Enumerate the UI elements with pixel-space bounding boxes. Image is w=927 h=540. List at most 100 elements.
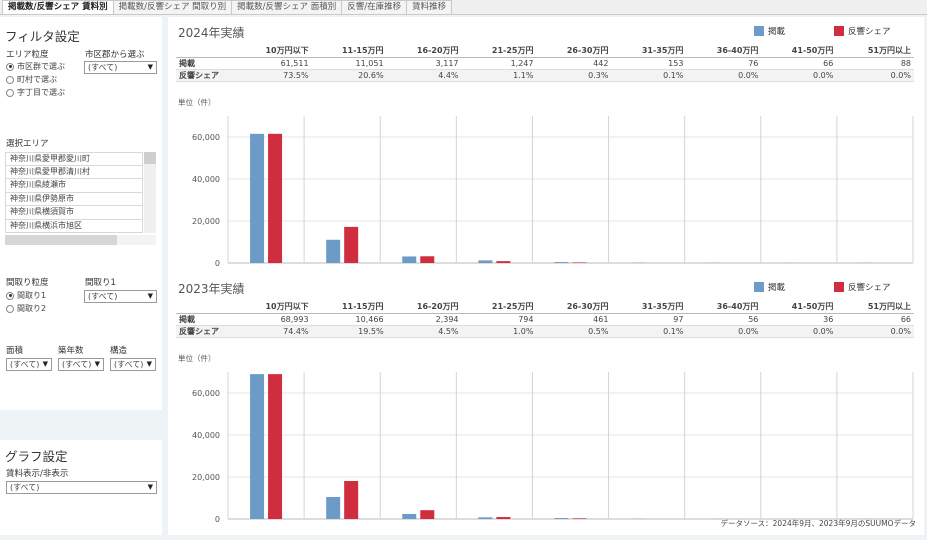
radio-selected-icon [6,62,14,71]
selected-area-list: 神奈川県愛甲郡愛川町 神奈川県愛甲郡清川村 神奈川県綾瀬市 神奈川県伊勢原市 神… [5,152,156,249]
bar-listing[interactable] [326,239,341,263]
list-item[interactable]: 神奈川県伊勢原市 [5,192,143,206]
column-header: 31-35万円 [611,301,687,314]
table-cell-listing: 10,466 [311,313,387,326]
bar-share[interactable] [572,262,587,263]
bar-share[interactable] [420,256,435,263]
list-item[interactable]: 神奈川県愛甲郡清川村 [5,165,143,179]
rent-display-dropdown[interactable]: (すべて) ▼ [6,481,157,494]
bar-chart-2024: 60,000 40,000 20,000 0 [176,110,916,268]
y-tick-label: 40,000 [192,431,220,440]
structure-dropdown[interactable]: (すべて) ▼ [110,358,156,371]
radio-layout-1[interactable]: 間取り1 [6,290,46,301]
layout1-dropdown[interactable]: (すべて) ▼ [84,290,157,303]
chevron-down-icon: ▼ [146,360,152,368]
horizontal-scrollbar[interactable] [5,235,156,245]
column-header: 21-25万円 [461,45,537,58]
table-cell-share: 1.0% [461,325,537,338]
column-header: 51万円以上 [836,301,914,314]
table-cell-listing: 97 [611,313,687,326]
radio-area-block[interactable]: 字丁目で選ぶ [6,87,65,98]
vertical-scrollbar[interactable] [144,152,156,233]
age-label: 築年数 [58,346,84,356]
legend-share[interactable]: 反響シェア [834,25,891,37]
radio-icon [6,75,14,84]
tab-area-size[interactable]: 掲載数/反響シェア 面積別 [231,0,343,14]
bar-share[interactable] [496,517,511,519]
radio-icon [6,88,14,97]
structure-dropdown-value: (すべて) [114,360,144,369]
list-item[interactable]: 神奈川県横浜市旭区 [5,219,143,233]
bar-listing[interactable] [402,256,417,263]
bar-listing[interactable] [554,518,569,519]
summary-table-2024: 10万円以下 11-15万円 16-20万円 21-25万円 26-30万円 31-35万… [176,45,914,82]
selected-area-label: 選択エリア [6,139,49,149]
bar-share[interactable] [268,133,283,263]
bar-listing[interactable] [554,262,569,263]
tab-rent[interactable]: 掲載数/反響シェア 賃料別 [2,0,114,14]
table-cell-share: 0.5% [536,325,612,338]
bar-share[interactable] [268,374,283,519]
row-header-listing: 掲載 [176,57,234,70]
bar-share[interactable] [572,518,587,519]
section-title-2024: 2024年実績 [178,26,245,40]
column-header: 16-20万円 [386,301,462,314]
tab-layout[interactable]: 掲載数/反響シェア 間取り別 [112,0,233,14]
bar-chart-2023: 60,000 40,000 20,000 0 [176,366,916,524]
bar-listing[interactable] [250,374,265,519]
layout-granularity-label: 間取り粒度 [6,278,49,288]
radio-label: 市区群で選ぶ [17,62,65,71]
column-header: 51万円以上 [836,45,914,58]
scrollbar-thumb[interactable] [5,235,117,245]
table-cell-listing: 794 [461,313,537,326]
table-cell-share: 19.5% [311,325,387,338]
table-cell-listing: 3,117 [386,57,462,70]
radio-label: 字丁目で選ぶ [17,88,65,97]
table-cell-share: 0.0% [686,325,762,338]
column-header: 11-15万円 [311,45,387,58]
legend-share[interactable]: 反響シェア [834,281,891,293]
unit-label: 単位（件） [178,354,216,363]
y-tick-label: 60,000 [192,389,220,398]
chart-svg: 60,000 40,000 20,000 0 [192,372,914,524]
table-cell-share: 0.0% [836,69,914,82]
area-granularity-label: エリア粒度 [6,50,49,60]
bar-share[interactable] [344,480,359,519]
table-cell-listing: 66 [836,313,914,326]
city-dropdown[interactable]: (すべて) ▼ [84,61,157,74]
radio-area-city[interactable]: 市区群で選ぶ [6,61,65,72]
list-item[interactable]: 神奈川県愛甲郡愛川町 [5,152,143,166]
legend-swatch [834,26,844,36]
list-item[interactable]: 神奈川県横須賀市 [5,206,143,220]
radio-area-town[interactable]: 町村で選ぶ [6,74,57,85]
tab-bar: 掲載数/反響シェア 賃料別 掲載数/反響シェア 間取り別 掲載数/反響シェア 面… [0,0,927,15]
tab-rent-trend[interactable]: 賃料推移 [406,0,453,14]
tab-inventory[interactable]: 反響/在庫推移 [341,0,408,14]
bar-share[interactable] [344,226,359,263]
table-cell-listing: 153 [611,57,687,70]
chevron-down-icon: ▼ [42,360,48,368]
bar-share[interactable] [496,261,511,263]
y-tick-label: 20,000 [192,473,220,482]
table-cell-share: 0.3% [536,69,612,82]
age-dropdown-value: (すべて) [62,360,92,369]
area-size-dropdown[interactable]: (すべて) ▼ [6,358,52,371]
age-dropdown[interactable]: (すべて) ▼ [58,358,104,371]
legend-listing[interactable]: 掲載 [754,25,785,37]
list-item[interactable]: 神奈川県綾瀬市 [5,179,143,193]
y-tick-label: 0 [215,259,220,268]
column-header: 21-25万円 [461,301,537,314]
radio-layout-2[interactable]: 間取り2 [6,303,46,314]
legend-listing[interactable]: 掲載 [754,281,785,293]
bar-listing[interactable] [402,513,417,519]
bar-listing[interactable] [250,133,265,263]
city-label: 市区郡から選ぶ [85,50,145,60]
column-header: 41-50万円 [761,301,837,314]
bar-share[interactable] [420,510,435,519]
scrollbar-thumb[interactable] [144,152,156,164]
bar-listing[interactable] [478,517,493,519]
table-cell-share: 73.5% [234,69,312,82]
column-header: 31-35万円 [611,45,687,58]
bar-listing[interactable] [478,260,493,263]
bar-listing[interactable] [326,497,341,519]
